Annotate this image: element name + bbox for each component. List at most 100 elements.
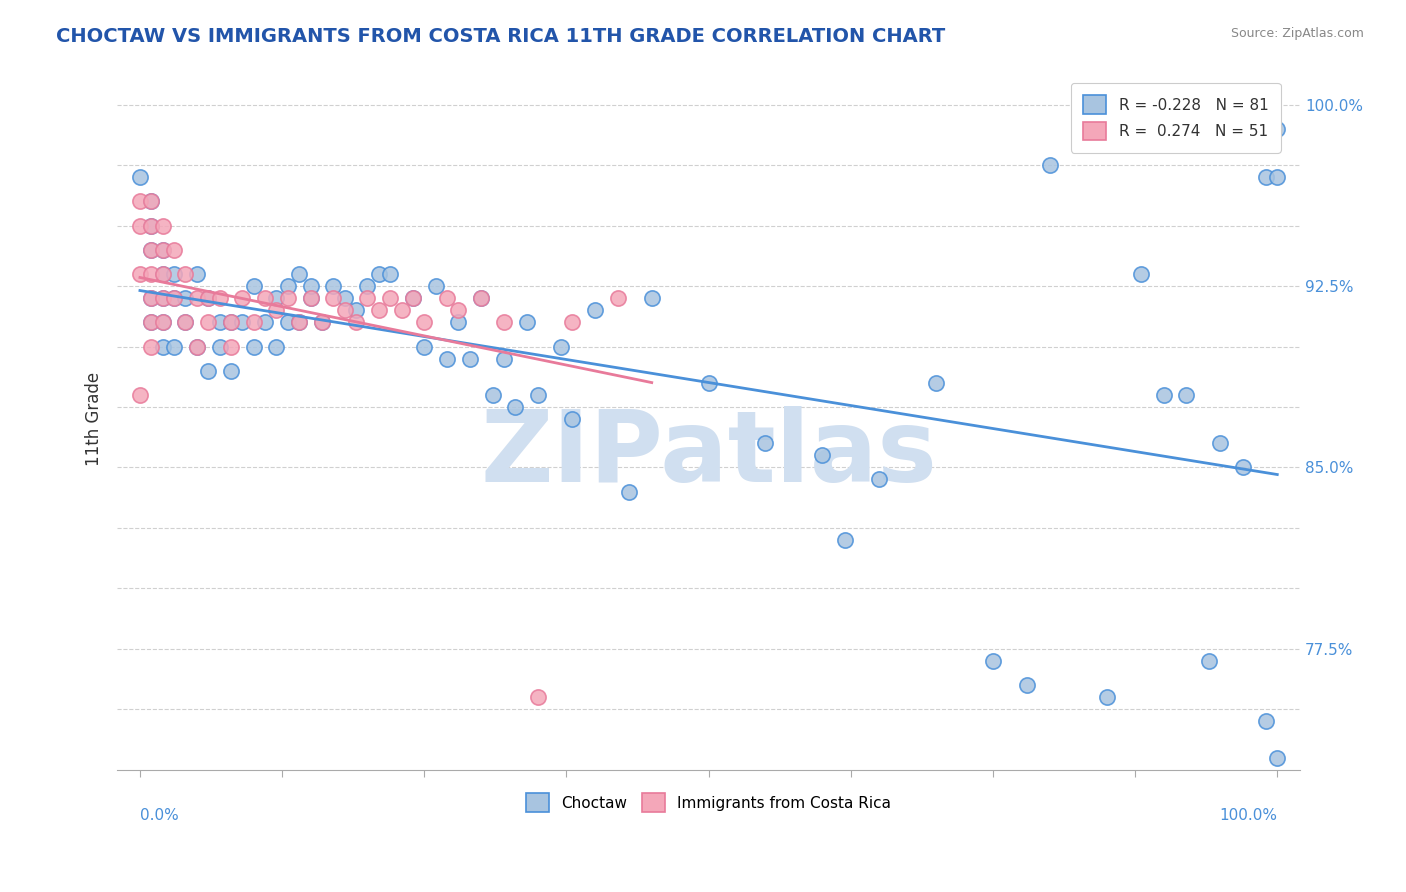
- Point: [174, 267, 197, 281]
- Point: [141, 291, 163, 305]
- Point: [152, 339, 174, 353]
- Point: [333, 303, 356, 318]
- Point: [425, 279, 447, 293]
- Point: [141, 219, 163, 233]
- Point: [266, 339, 288, 353]
- Point: [481, 388, 503, 402]
- Point: [391, 303, 413, 318]
- Point: [527, 388, 550, 402]
- Point: [470, 291, 492, 305]
- Point: [1254, 170, 1277, 185]
- Point: [834, 533, 856, 547]
- Point: [242, 315, 264, 329]
- Point: [152, 267, 174, 281]
- Text: Source: ZipAtlas.com: Source: ZipAtlas.com: [1230, 27, 1364, 40]
- Point: [141, 243, 163, 257]
- Point: [1232, 460, 1254, 475]
- Point: [266, 291, 288, 305]
- Point: [266, 303, 288, 318]
- Text: 0.0%: 0.0%: [141, 808, 179, 823]
- Point: [299, 291, 322, 305]
- Point: [277, 279, 299, 293]
- Point: [811, 448, 834, 462]
- Point: [242, 339, 264, 353]
- Point: [1153, 388, 1175, 402]
- Point: [254, 315, 277, 329]
- Point: [606, 291, 628, 305]
- Point: [868, 473, 890, 487]
- Point: [288, 267, 311, 281]
- Point: [503, 400, 526, 414]
- Point: [141, 194, 163, 209]
- Point: [492, 315, 515, 329]
- Point: [1265, 170, 1288, 185]
- Point: [470, 291, 492, 305]
- Point: [152, 315, 174, 329]
- Point: [1209, 436, 1232, 450]
- Y-axis label: 11th Grade: 11th Grade: [86, 372, 103, 467]
- Point: [561, 315, 583, 329]
- Point: [344, 303, 367, 318]
- Point: [129, 388, 152, 402]
- Point: [141, 291, 163, 305]
- Point: [141, 267, 163, 281]
- Point: [458, 351, 481, 366]
- Point: [152, 291, 174, 305]
- Point: [152, 315, 174, 329]
- Point: [152, 219, 174, 233]
- Point: [254, 291, 277, 305]
- Point: [402, 291, 425, 305]
- Point: [1129, 267, 1152, 281]
- Point: [208, 339, 231, 353]
- Point: [219, 364, 242, 378]
- Point: [242, 279, 264, 293]
- Point: [1175, 388, 1198, 402]
- Point: [1254, 714, 1277, 729]
- Point: [129, 194, 152, 209]
- Point: [141, 315, 163, 329]
- Point: [277, 291, 299, 305]
- Point: [299, 291, 322, 305]
- Point: [492, 351, 515, 366]
- Point: [186, 339, 208, 353]
- Point: [219, 315, 242, 329]
- Point: [129, 219, 152, 233]
- Point: [1265, 750, 1288, 764]
- Point: [1015, 678, 1038, 692]
- Point: [527, 690, 550, 704]
- Point: [163, 291, 186, 305]
- Point: [367, 267, 389, 281]
- Point: [197, 364, 219, 378]
- Point: [641, 291, 664, 305]
- Point: [1198, 654, 1220, 668]
- Point: [163, 291, 186, 305]
- Point: [322, 279, 344, 293]
- Point: [219, 315, 242, 329]
- Point: [583, 303, 606, 318]
- Point: [163, 339, 186, 353]
- Point: [378, 291, 401, 305]
- Point: [152, 243, 174, 257]
- Point: [402, 291, 425, 305]
- Point: [299, 279, 322, 293]
- Point: [356, 279, 378, 293]
- Point: [1265, 122, 1288, 136]
- Point: [1095, 690, 1118, 704]
- Legend: Choctaw, Immigrants from Costa Rica: Choctaw, Immigrants from Costa Rica: [520, 787, 897, 818]
- Point: [141, 339, 163, 353]
- Point: [436, 351, 458, 366]
- Point: [754, 436, 776, 450]
- Text: ZIPatlas: ZIPatlas: [481, 406, 936, 502]
- Point: [141, 219, 163, 233]
- Point: [925, 376, 948, 390]
- Point: [311, 315, 333, 329]
- Point: [413, 315, 436, 329]
- Point: [288, 315, 311, 329]
- Point: [186, 267, 208, 281]
- Text: 100.0%: 100.0%: [1219, 808, 1277, 823]
- Point: [141, 194, 163, 209]
- Point: [333, 291, 356, 305]
- Point: [219, 339, 242, 353]
- Point: [231, 315, 253, 329]
- Point: [129, 170, 152, 185]
